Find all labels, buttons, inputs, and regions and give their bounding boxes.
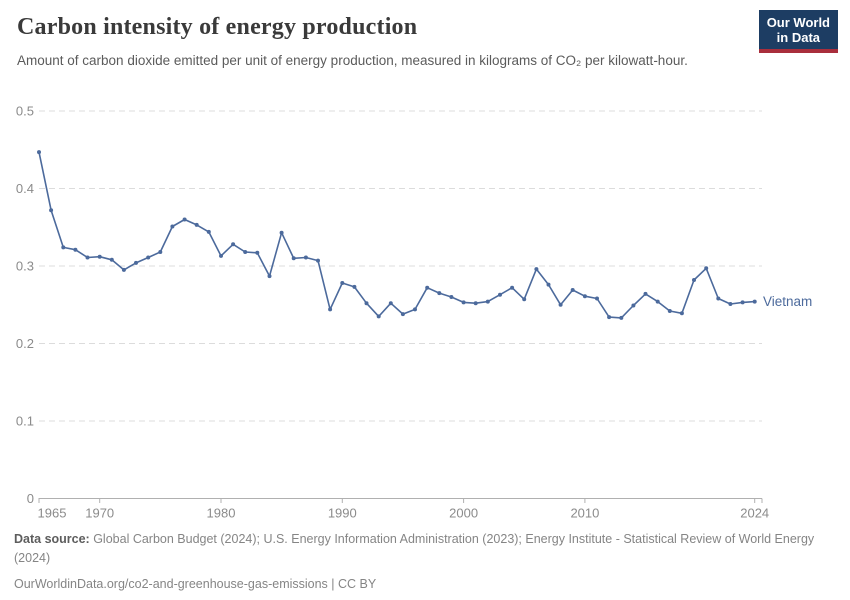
- svg-text:1965: 1965: [38, 506, 67, 521]
- svg-text:1970: 1970: [85, 506, 114, 521]
- svg-text:0.3: 0.3: [16, 259, 34, 274]
- chart-canvas[interactable]: 0 0.1 0.2 0.3 0.4 0.5 1965 1970 1980 1990 2000 2010…: [0, 0, 850, 528]
- chart-subtitle: Amount of carbon dioxide emitted per uni…: [17, 53, 688, 68]
- series-label-vietnam[interactable]: Vietnam: [763, 294, 812, 309]
- data-source-text: Global Carbon Budget (2024); U.S. Energy…: [14, 532, 815, 565]
- gridlines: [39, 110, 762, 422]
- owid-logo-line1: Our World: [766, 15, 830, 30]
- owid-logo-line2: in Data: [776, 30, 821, 45]
- svg-text:0.1: 0.1: [16, 414, 34, 429]
- data-source-line: Data source: Global Carbon Budget (2024)…: [14, 530, 826, 568]
- y-axis-labels: 0 0.1 0.2 0.3 0.4 0.5: [16, 104, 34, 507]
- svg-text:1990: 1990: [328, 506, 357, 521]
- data-source-label: Data source:: [14, 532, 90, 546]
- svg-text:0.5: 0.5: [16, 104, 34, 119]
- series-markers-vietnam: [37, 150, 757, 320]
- x-axis-labels: 1965 1970 1980 1990 2000 2010 2024: [38, 506, 770, 521]
- svg-text:2010: 2010: [570, 506, 599, 521]
- svg-text:2024: 2024: [740, 506, 769, 521]
- chart-footer: Data source: Global Carbon Budget (2024)…: [14, 530, 826, 594]
- svg-text:0.2: 0.2: [16, 336, 34, 351]
- svg-text:1980: 1980: [207, 506, 236, 521]
- series-line-vietnam[interactable]: [38, 151, 755, 319]
- footer-citation-link[interactable]: OurWorldinData.org/co2-and-greenhouse-ga…: [14, 577, 377, 591]
- svg-text:0.4: 0.4: [16, 181, 34, 196]
- svg-text:2000: 2000: [449, 506, 478, 521]
- x-axis: [38, 498, 763, 503]
- owid-logo[interactable]: Our World in Data: [758, 10, 838, 53]
- page-title: Carbon intensity of energy production: [17, 14, 418, 40]
- svg-text:0: 0: [27, 491, 34, 506]
